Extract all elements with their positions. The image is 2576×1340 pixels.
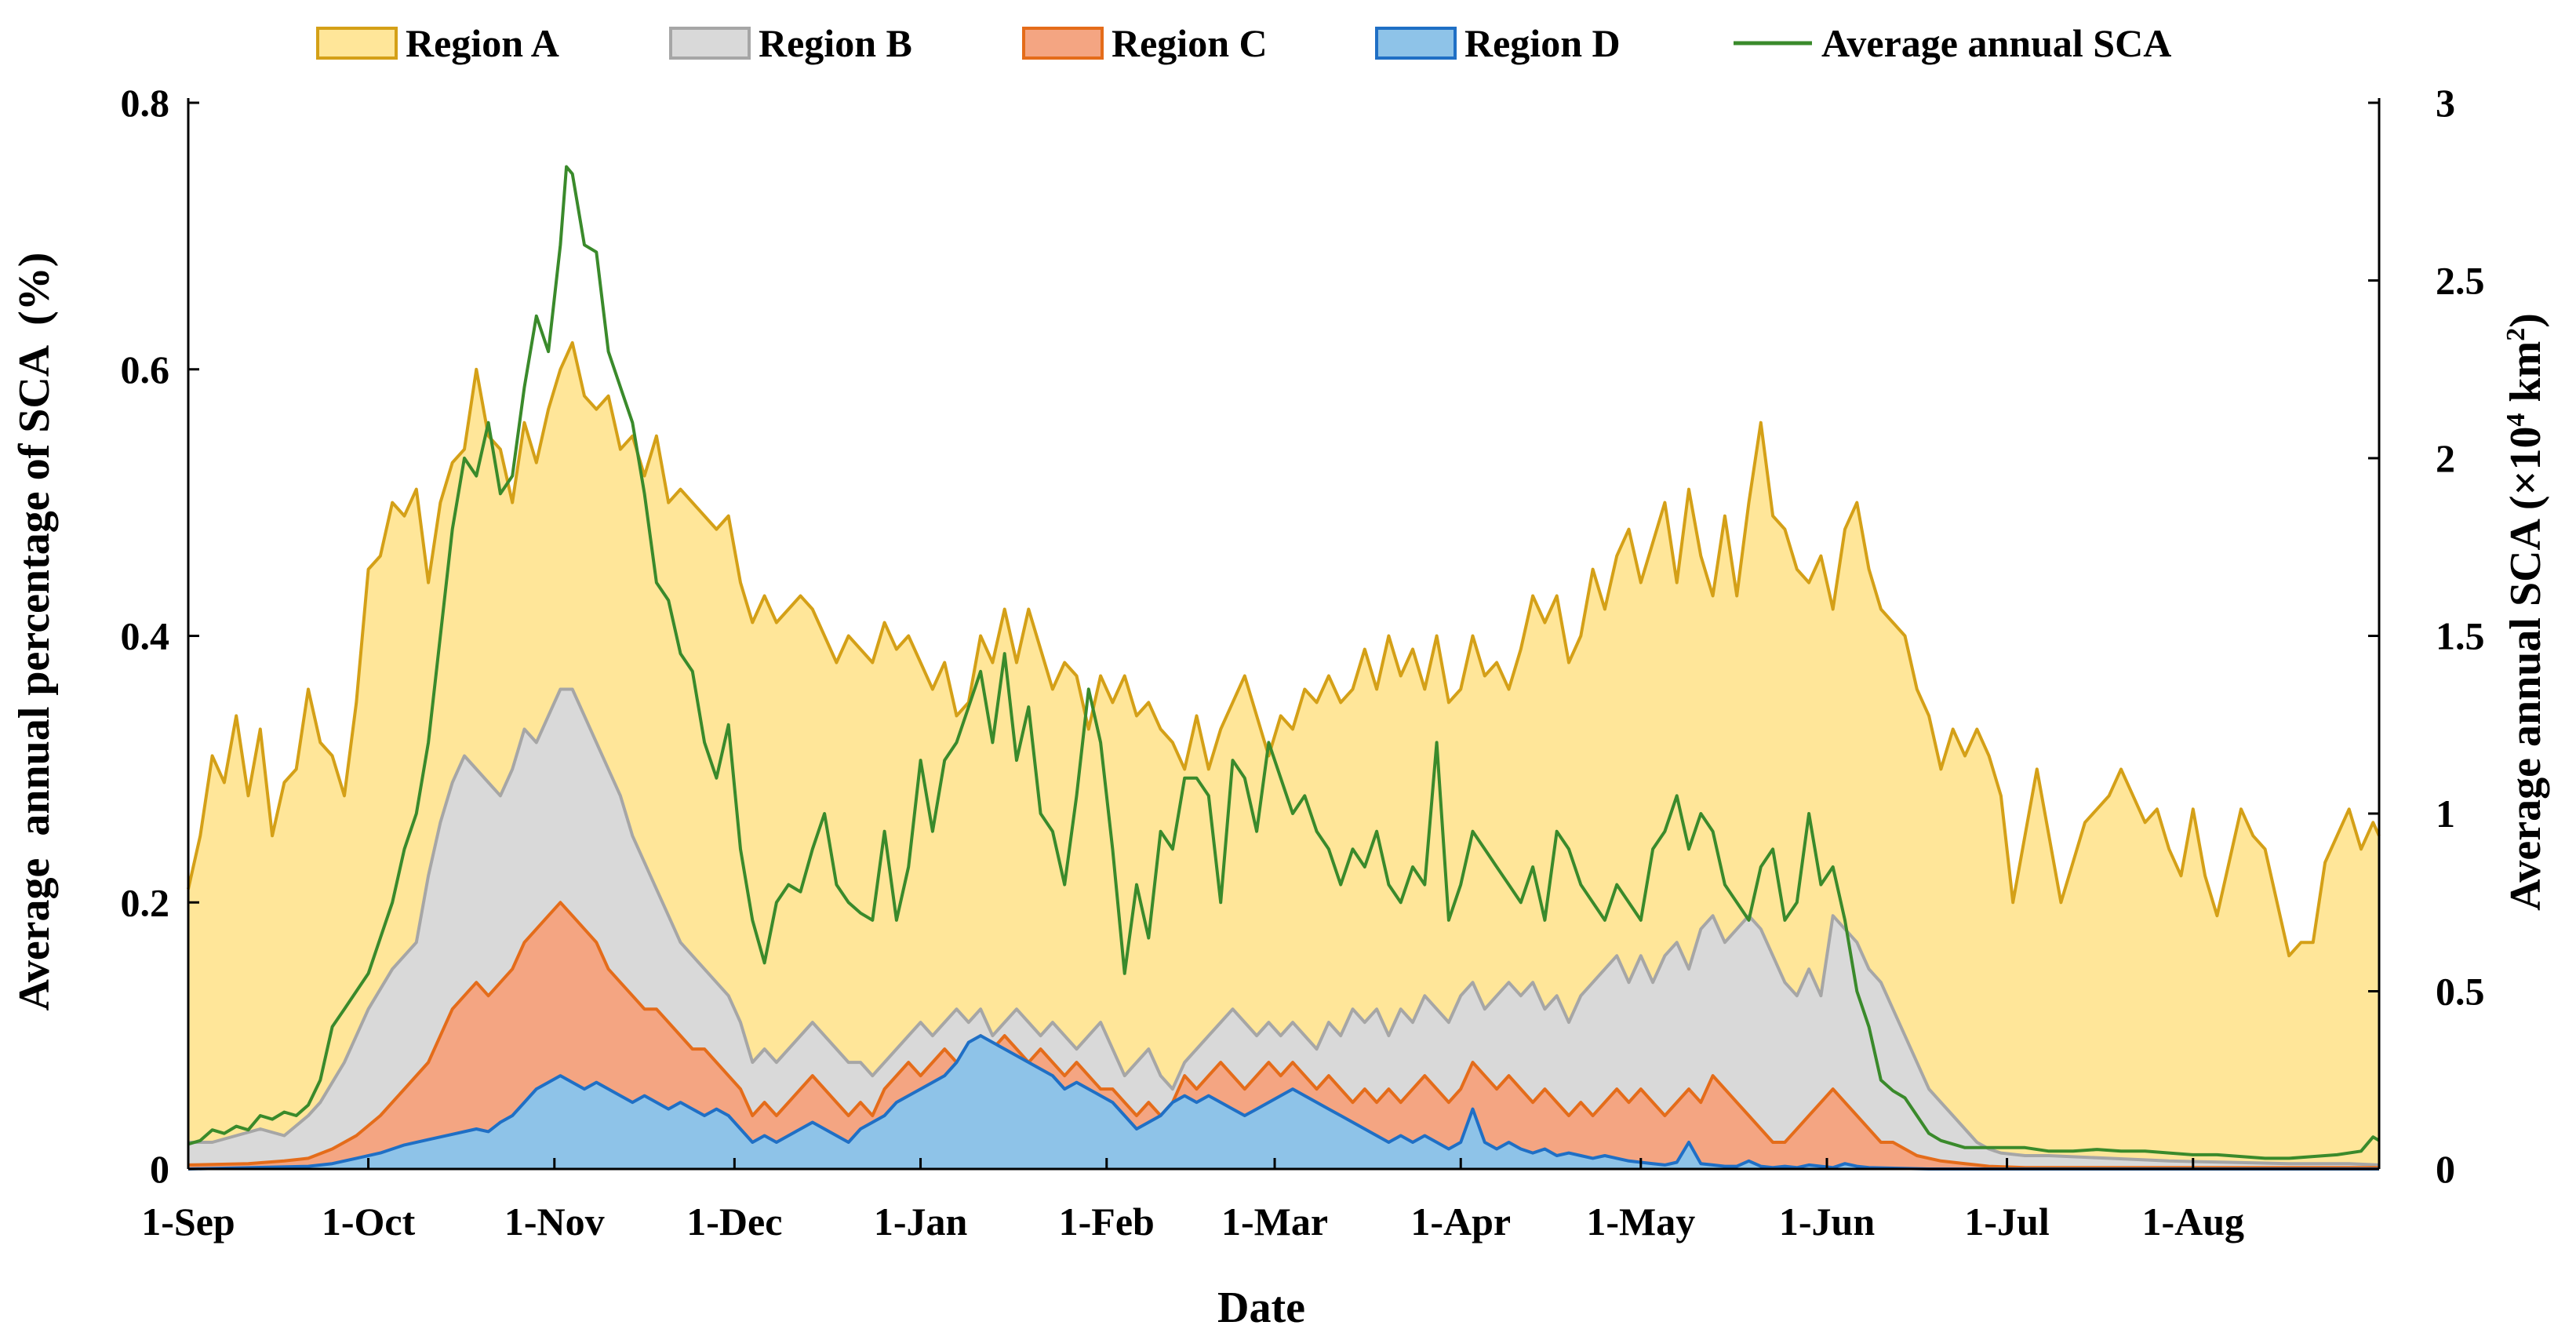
x-tick-label: 1-Nov [504,1200,605,1244]
legend-label-region-c: Region C [1112,21,1268,65]
y-axis-title: Average annual percentage of SCA (%) [10,253,59,1011]
legend-label-region-a: Region A [406,21,559,65]
y2-tick-label: 2.5 [2436,259,2485,303]
legend: Region A Region B Region C Region D Average … [316,21,2171,65]
series-area-region-d [188,1036,2379,1169]
x-tick-label: 1-Sep [141,1200,235,1244]
y2-axis-title-close: ) [2501,313,2550,328]
series-outline-region-b [188,687,2380,1167]
x-tick-label: 1-Jan [874,1200,968,1244]
x-tick-label: 1-Mar [1221,1200,1328,1244]
y2-axis-title-main: Average annual SCA (×10 [2501,427,2550,911]
y2-tick-label: 0 [2436,1147,2455,1191]
y-tick-label: 0.6 [121,348,170,391]
legend-swatch-region-c [1022,27,1104,60]
x-tick-label: 1-Aug [2141,1200,2244,1244]
y2-tick-label: 1 [2436,792,2455,836]
series-outline-region-a [187,340,2381,958]
x-tick-label: 1-Apr [1410,1200,1511,1244]
y2-tick-label: 1.5 [2436,614,2485,658]
y2-axis-title-unit: km [2501,341,2550,413]
legend-swatch-region-b [669,27,751,60]
legend-swatch-region-a [316,27,398,60]
legend-swatch-region-d [1375,27,1457,60]
series-line-average-annual-sca [187,165,2381,1160]
legend-label-average-annual-sca: Average annual SCA [1821,21,2171,65]
y2-tick-label: 2 [2436,436,2455,480]
x-tick-label: 1-Oct [322,1200,416,1244]
y2-tick-label: 3 [2436,81,2455,125]
series-outline-region-c [187,901,2379,1170]
y-tick-label: 0.4 [121,614,170,658]
y2-axis-title-sup2: 2 [2501,328,2531,341]
x-tick-label: 1-Jul [1964,1200,2049,1244]
series-area-region-b [188,689,2379,1169]
y-tick-label: 0.8 [121,81,170,125]
y-tick-label: 0 [150,1147,169,1191]
x-axis-title: Date [1217,1284,1305,1332]
series-area-region-c [188,902,2379,1169]
y-tick-label: 0.2 [121,880,170,924]
legend-label-region-d: Region D [1464,21,1621,65]
x-tick-label: 1-Feb [1059,1200,1155,1244]
y2-axis-title-sup4: 4 [2501,413,2531,427]
x-tick-label: 1-Dec [686,1200,782,1244]
y2-tick-label: 0.5 [2436,970,2485,1014]
legend-label-region-b: Region B [759,21,912,65]
series-layer [187,165,2381,1171]
y2-axis-title: Average annual SCA (×104 km2) [2501,313,2550,911]
axes-layer: 0 0.2 0.4 0.6 0.8 0 0.5 1 1.5 2 2.5 3 1-Sep 1-Oct 1-No… [121,81,2485,1244]
x-tick-label: 1-May [1586,1200,1695,1244]
x-tick-label: 1-Jun [1779,1200,1875,1244]
